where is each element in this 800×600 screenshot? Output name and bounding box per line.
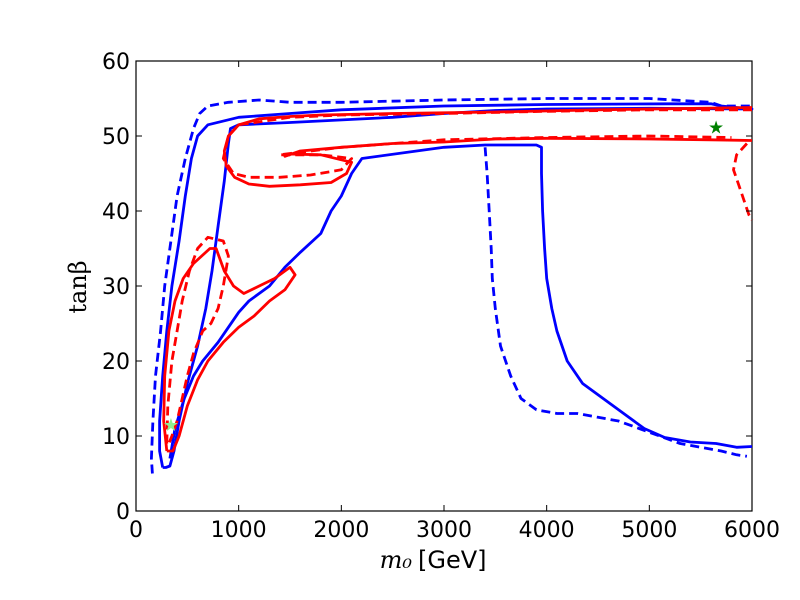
y-tick-label: 10: [102, 425, 130, 450]
x-tick-label: 5000: [621, 518, 677, 543]
y-axis-label: tanβ: [64, 260, 92, 313]
y-tick-label: 40: [102, 200, 130, 225]
series-layer: [150, 97, 754, 474]
plot-area: [135, 60, 753, 512]
ticks-layer: 0 1000 2000 3000 4000 5000 6000 0 10 20 30 40 50 60: [102, 50, 780, 543]
series-red-solid-upper-loop: [222, 106, 753, 188]
secondary-star: ★: [163, 415, 179, 436]
series-blue-dashed-contour: [150, 97, 752, 474]
best-fit-star: ★: [708, 117, 724, 138]
series-red-dashed-right-tail: [732, 142, 754, 221]
y-tick-label: 30: [102, 275, 130, 300]
series-blue-solid-inner-channel: [168, 143, 753, 459]
x-tick-label: 3000: [416, 518, 472, 543]
x-tick-label: 6000: [724, 518, 780, 543]
x-tick-label: 4000: [519, 518, 575, 543]
y-tick-label: 20: [102, 350, 130, 375]
y-tick-label: 0: [116, 500, 130, 525]
series-red-solid-outer: [162, 247, 297, 453]
y-tick-label: 50: [102, 125, 130, 150]
axes-frame: [135, 60, 753, 512]
x-tick-label: 2000: [313, 518, 369, 543]
x-tick-label: 0: [129, 518, 143, 543]
y-tick-label: 60: [102, 50, 130, 75]
series-red-dashed-left: [165, 235, 230, 445]
x-axis-unit: [GeV]: [418, 546, 487, 574]
markers-layer: ★★: [163, 117, 724, 436]
x-tick-label: 1000: [211, 518, 267, 543]
x-axis-label: m₀: [380, 546, 413, 574]
series-blue-dashed-inner: [483, 147, 748, 458]
